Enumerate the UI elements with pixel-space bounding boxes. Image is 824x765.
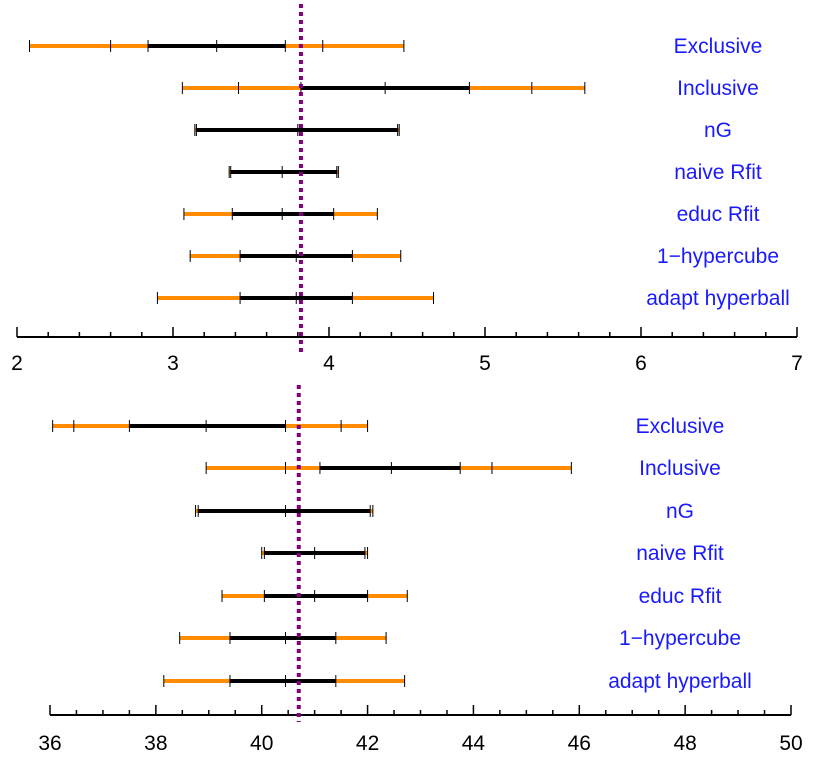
x-axis: 36 38 40 42 44 46 48 50	[38, 705, 803, 755]
interval-row: Inclusive	[181, 77, 759, 100]
method-label: 1−hypercube	[657, 245, 779, 268]
x-tick-label: 46	[568, 732, 591, 755]
x-tick-label: 6	[635, 352, 647, 375]
interval-row: 1−hypercube	[179, 627, 741, 650]
interval-row: nG	[194, 119, 732, 142]
interval-row: 1−hypercube	[189, 245, 779, 268]
method-label: 1−hypercube	[619, 627, 741, 650]
interval-row: Exclusive	[28, 35, 763, 58]
method-label: educ Rfit	[639, 585, 722, 608]
x-tick-label: 5	[479, 352, 491, 375]
x-tick-label: 40	[250, 732, 273, 755]
interval-row: naive Rfit	[228, 161, 762, 184]
x-tick-label: 48	[673, 732, 696, 755]
interval-row: educ Rfit	[183, 203, 760, 226]
interval-row: Exclusive	[52, 415, 725, 438]
panel-2: Exclusive Inclusive nG naive Rfit educ Rfit 1…	[38, 385, 803, 755]
method-label: Inclusive	[639, 457, 721, 480]
method-label: adapt hyperball	[646, 287, 790, 310]
x-tick-label: 42	[356, 732, 379, 755]
x-tick-label: 7	[791, 352, 803, 375]
interval-row: adapt hyperball	[156, 287, 790, 310]
method-label: Inclusive	[677, 77, 759, 100]
method-label: educ Rfit	[677, 203, 760, 226]
x-tick-label: 44	[462, 732, 486, 755]
method-label: naive Rfit	[674, 161, 762, 184]
interval-row: educ Rfit	[221, 585, 722, 608]
method-label: Exclusive	[674, 35, 763, 58]
interval-row: naive Rfit	[261, 542, 724, 565]
interval-row: Inclusive	[205, 457, 721, 480]
x-tick-label: 3	[167, 352, 179, 375]
method-label: adapt hyperball	[608, 670, 752, 693]
panel-1: Exclusive Inclusive nG naive Rfit educ Rfit 1…	[11, 4, 803, 375]
x-axis: 2 3 4 5 6 7	[11, 327, 803, 375]
x-tick-label: 4	[323, 352, 335, 375]
interval-row: nG	[195, 500, 694, 523]
x-tick-label: 2	[11, 352, 23, 375]
method-label: Exclusive	[636, 415, 725, 438]
x-tick-label: 38	[144, 732, 167, 755]
x-tick-label: 50	[779, 732, 802, 755]
x-tick-label: 36	[38, 732, 61, 755]
interval-row: adapt hyperball	[163, 670, 752, 693]
method-label: nG	[704, 119, 732, 142]
method-label: nG	[666, 500, 694, 523]
method-label: naive Rfit	[636, 542, 724, 565]
